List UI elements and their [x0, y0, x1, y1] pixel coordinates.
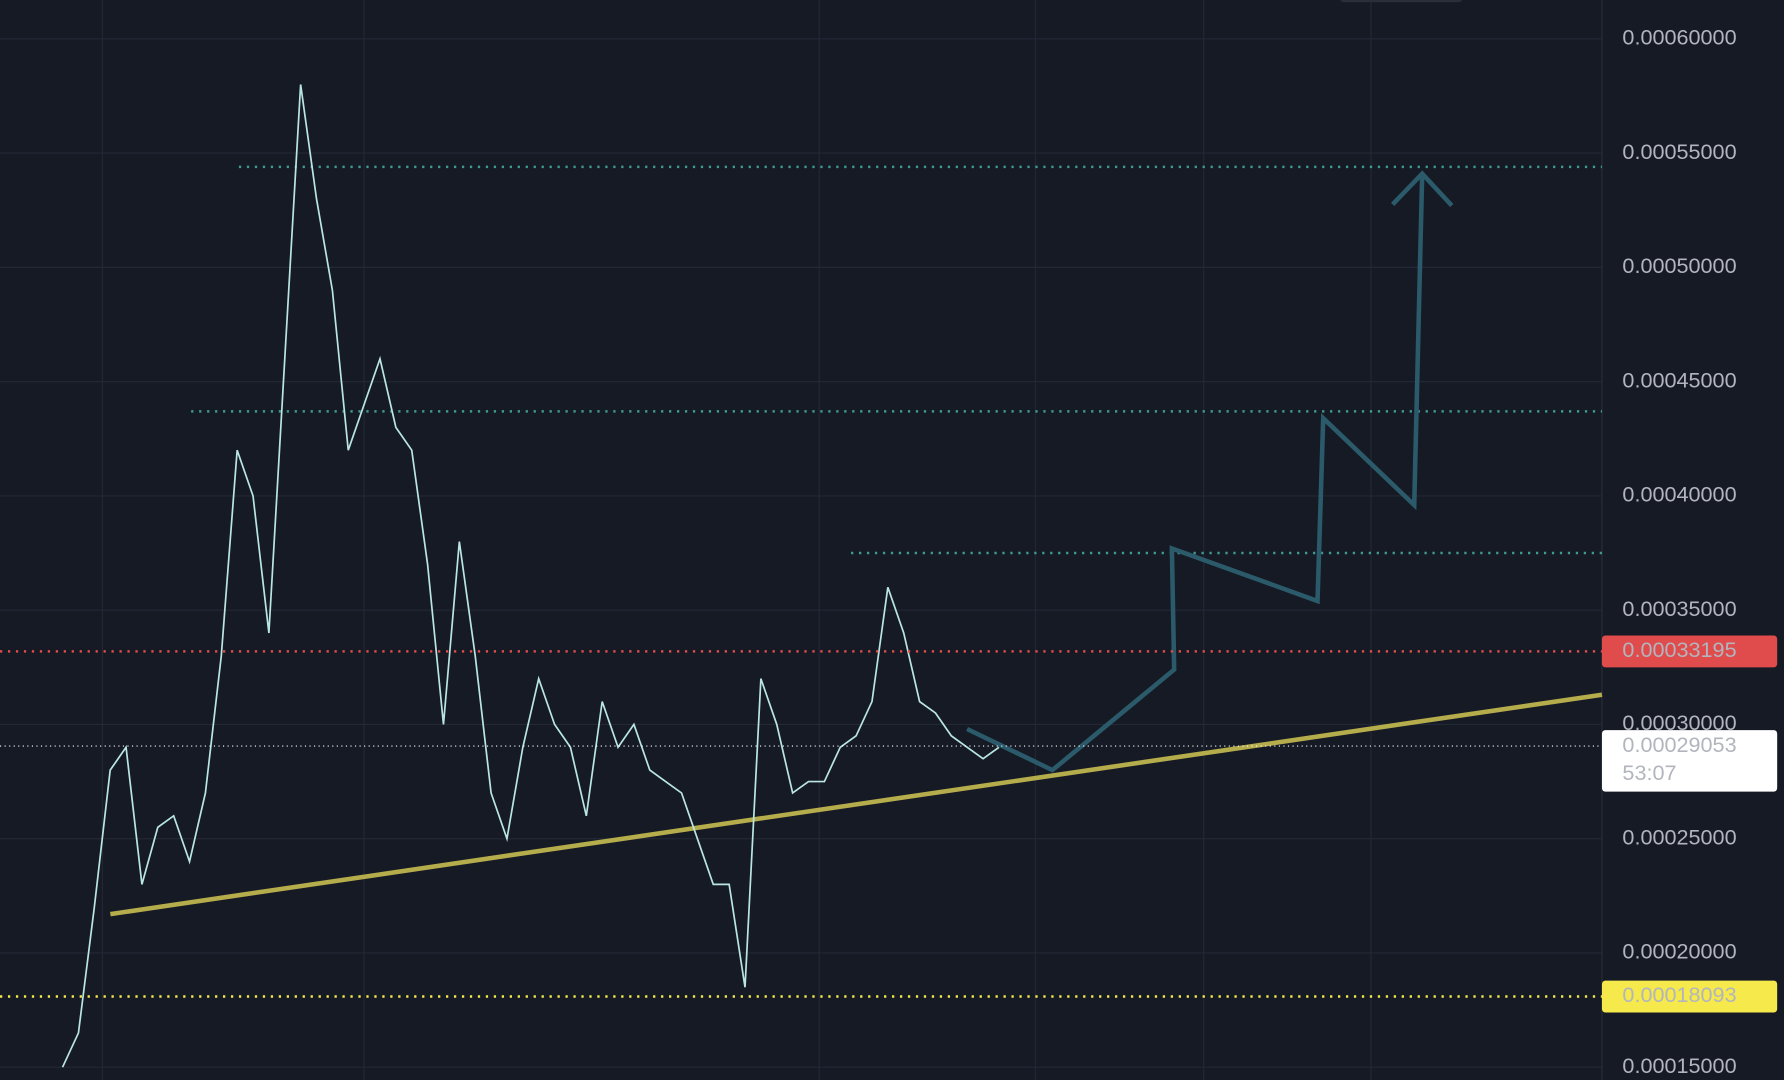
price-badge-label: 0.00029053 [1622, 732, 1736, 757]
price-badge-label: 0.00018093 [1622, 982, 1736, 1007]
y-tick-label: 0.00060000 [1622, 25, 1736, 50]
price-badge [1601, 980, 1778, 1013]
price-badge-label: 0.00033195 [1622, 637, 1736, 662]
y-tick-label: 0.00020000 [1622, 939, 1736, 964]
y-tick-label: 0.00045000 [1622, 367, 1736, 392]
y-tick-label: 0.00035000 [1622, 596, 1736, 621]
y-tick-label: 0.00040000 [1622, 482, 1736, 507]
y-tick-label: 0.00025000 [1622, 824, 1736, 849]
price-badge [1601, 730, 1778, 792]
price-badge [1601, 635, 1778, 668]
y-tick-label: 0.00015000 [1622, 1053, 1736, 1078]
price-line [61, 84, 1000, 1068]
toolbar-tab [1340, 0, 1462, 3]
y-tick-label: 0.00050000 [1622, 253, 1736, 278]
y-tick-label: 0.00055000 [1622, 139, 1736, 164]
projection-path [966, 173, 1425, 773]
projection-arrowhead [1390, 170, 1454, 208]
trendline [110, 692, 1603, 917]
countdown-label: 53:07 [1622, 760, 1676, 785]
vertical-grid [101, 0, 1372, 1080]
